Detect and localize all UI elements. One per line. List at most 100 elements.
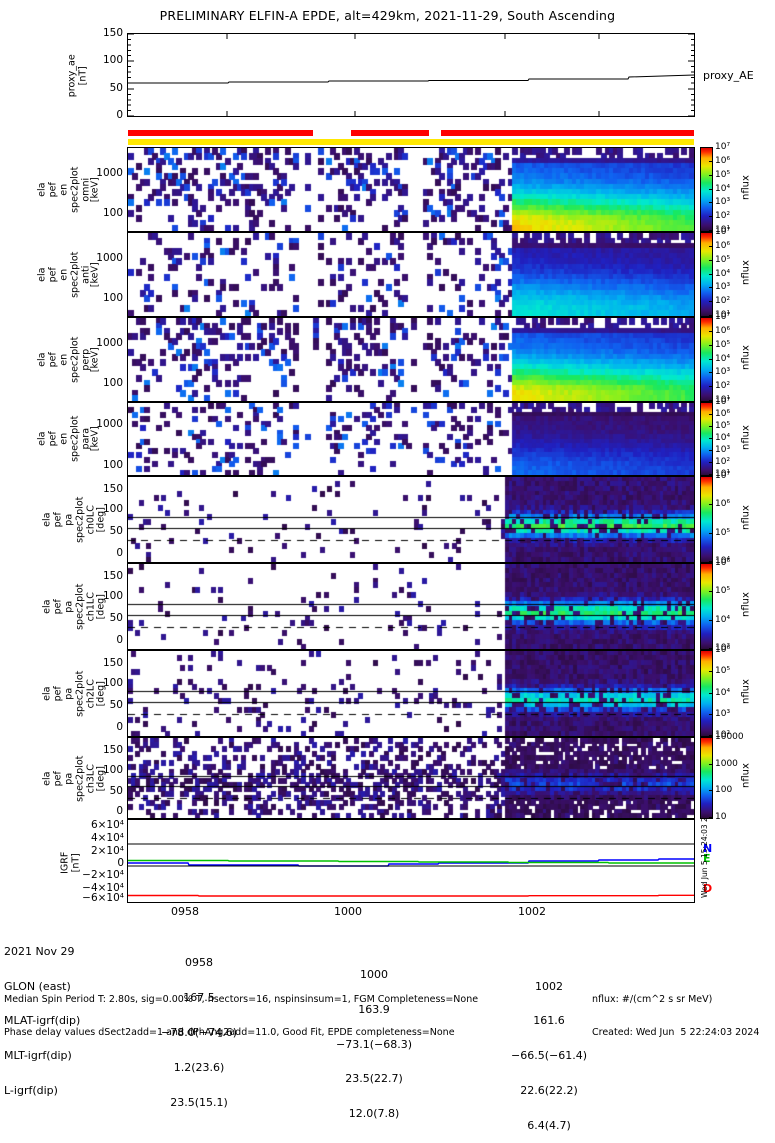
perp-ytick-1000: 1000: [96, 337, 123, 349]
row-value-3: 1002: [535, 979, 563, 993]
colorbar-tick-label: 10³: [715, 643, 731, 653]
para-ylabel-2: pef: [47, 431, 59, 447]
row-label: 2021 Nov 29: [4, 944, 75, 958]
spectrogram-panel-omni: [127, 147, 695, 232]
colorbar-tick-label: 10⁵: [715, 666, 731, 677]
ch0lc-ytick-150: 150: [102, 483, 123, 495]
colorbar-ch1lc-title: nflux: [740, 592, 752, 617]
ch1lc-ylabel-2: pef: [52, 599, 64, 615]
colorbar-tick-label: 10³: [715, 708, 731, 719]
status-bar-yellow: [128, 139, 694, 145]
colorbar-tick-label: 10³: [715, 282, 731, 293]
ch1lc-ytick-150: 150: [102, 570, 123, 582]
proxy-ae-right-label: proxy_AE: [703, 69, 754, 82]
table-row: 2021 Nov 29 0958 1000 1002: [4, 934, 563, 992]
spectrogram-panel-para: [127, 402, 695, 476]
igrf-ytick-m4: −4×10⁴: [82, 882, 124, 894]
colorbar-tick-label: 10⁴: [715, 687, 731, 698]
ch3lc-ytick-0: 0: [116, 805, 123, 817]
omni-ylabel-6: [keV]: [89, 177, 101, 203]
proxy-ae-ytick-100: 100: [102, 54, 123, 66]
colorbar-tick-label: 10⁴: [715, 183, 731, 194]
igrf-legend-d: D: [703, 882, 713, 895]
colorbar-tick-label: 10⁶: [715, 155, 731, 166]
ch0lc-ylabel-1: ela: [41, 512, 53, 527]
anti-ytick-100: 100: [102, 292, 123, 304]
ch0lc-ytick-50: 50: [109, 525, 123, 537]
ch3lc-ytick-50: 50: [109, 785, 123, 797]
page-title: PRELIMINARY ELFIN-A EPDE, alt=429km, 202…: [159, 8, 616, 23]
row-value-2: 12.0(7.8): [348, 1107, 400, 1121]
anti-ylabel-3: en: [58, 268, 70, 281]
para-ylabel-4: spec2plot: [69, 415, 81, 462]
para-ylabel-3: en: [58, 432, 70, 445]
ch1lc-ylabel-1: ela: [41, 599, 53, 614]
colorbar-ch0lc: [700, 476, 713, 563]
perp-ylabel-4: spec2plot: [69, 336, 81, 383]
ch2lc-ytick-100: 100: [102, 677, 123, 689]
row-value-3: 6.4(4.7): [527, 1118, 571, 1132]
colorbar-tick-label: 10²: [715, 457, 731, 467]
colorbar-tick-label: 10¹: [715, 395, 731, 405]
para-ytick-100: 100: [102, 459, 123, 471]
colorbar-anti-title: nflux: [740, 260, 752, 285]
row-value-1: 167.5: [183, 991, 215, 1005]
ch1lc-ylabel-4: spec2plot: [74, 583, 86, 630]
row-label: GLON (east): [4, 979, 71, 993]
footer-right: nflux: #/(cm^2 s sr MeV) Created: Wed Ju…: [592, 972, 759, 1049]
ch2lc-ylabel-2: pef: [52, 686, 64, 702]
omni-ylabel-3: en: [58, 183, 70, 196]
ch3lc-ylabel-2: pef: [52, 771, 64, 787]
colorbar-tick-label: 10⁴: [715, 614, 731, 625]
colorbar-ch2lc-title: nflux: [740, 679, 752, 704]
colorbar-tick-label: 10⁴: [715, 433, 731, 443]
igrf-ytick-m2: −2×10⁴: [82, 869, 124, 881]
omni-ylabel-4: spec2plot: [69, 166, 81, 213]
anti-ylabel-4: spec2plot: [69, 251, 81, 298]
proxy-ae-ylabel-2: [nT]: [77, 66, 89, 86]
colorbar-ch2lc: [700, 650, 713, 737]
colorbar-tick-label: 10⁶: [715, 558, 731, 568]
colorbar-tick-label: 10³: [715, 445, 731, 455]
ch3lc-ylabel-3: pa: [63, 772, 75, 785]
igrf-trace-n: [128, 858, 694, 867]
perp-ytick-100: 100: [102, 377, 123, 389]
colorbar-tick-label: 10⁴: [715, 268, 731, 279]
colorbar-tick-label: 10²: [715, 211, 731, 222]
ch2lc-ytick-50: 50: [109, 699, 123, 711]
omni-ytick-1000: 1000: [96, 167, 123, 179]
colorbar-tick-label: 10⁶: [715, 645, 731, 655]
ch3lc-ytick-150: 150: [102, 744, 123, 756]
perp-ylabel-6: [keV]: [89, 347, 101, 373]
footer-left: Median Spin Period T: 2.80s, sig=0.00% T…: [4, 972, 478, 1049]
colorbar-omni: [700, 147, 713, 232]
ch0lc-ylabel-2: pef: [52, 512, 64, 528]
colorbar-tick-label: 10⁵: [715, 169, 731, 180]
row-label: MLT-igrf(dip): [4, 1049, 72, 1063]
ch3lc-ylabel-1: ela: [41, 771, 53, 786]
igrf-ytick-p2: 2×10⁴: [90, 845, 124, 857]
colorbar-para-title: nflux: [740, 425, 752, 450]
ch1lc-ytick-50: 50: [109, 612, 123, 624]
colorbar-tick-label: 10⁷: [715, 312, 731, 322]
colorbar-tick-label: 10⁶: [715, 240, 731, 251]
colorbar-tick-label: 10⁷: [715, 142, 731, 152]
colorbar-omni-title: nflux: [740, 175, 752, 200]
colorbar-tick-label: 1000: [715, 758, 738, 769]
colorbar-perp: [700, 317, 713, 402]
para-ylabel-6: [keV]: [89, 426, 101, 452]
pa-panel-ch0lc: [127, 476, 695, 563]
igrf-ytick-m6: −6×10⁴: [82, 892, 124, 904]
igrf-ytick-p6: 6×10⁴: [90, 819, 124, 831]
colorbar-tick-label: 10⁵: [715, 254, 731, 265]
ch0lc-ytick-100: 100: [102, 503, 123, 515]
colorbar-tick-label: 10⁴: [715, 556, 731, 566]
xtick-1002: 1002: [518, 905, 546, 918]
proxy-ae-ytick-50: 50: [109, 82, 123, 94]
colorbar-tick-label: 10⁷: [715, 397, 731, 407]
row-value-2: 1000: [360, 967, 388, 981]
para-ylabel-1: ela: [36, 431, 48, 446]
colorbar-tick-label: 10⁶: [715, 499, 731, 510]
colorbar-perp-title: nflux: [740, 345, 752, 370]
status-bar-red-seg-1: [128, 130, 313, 136]
